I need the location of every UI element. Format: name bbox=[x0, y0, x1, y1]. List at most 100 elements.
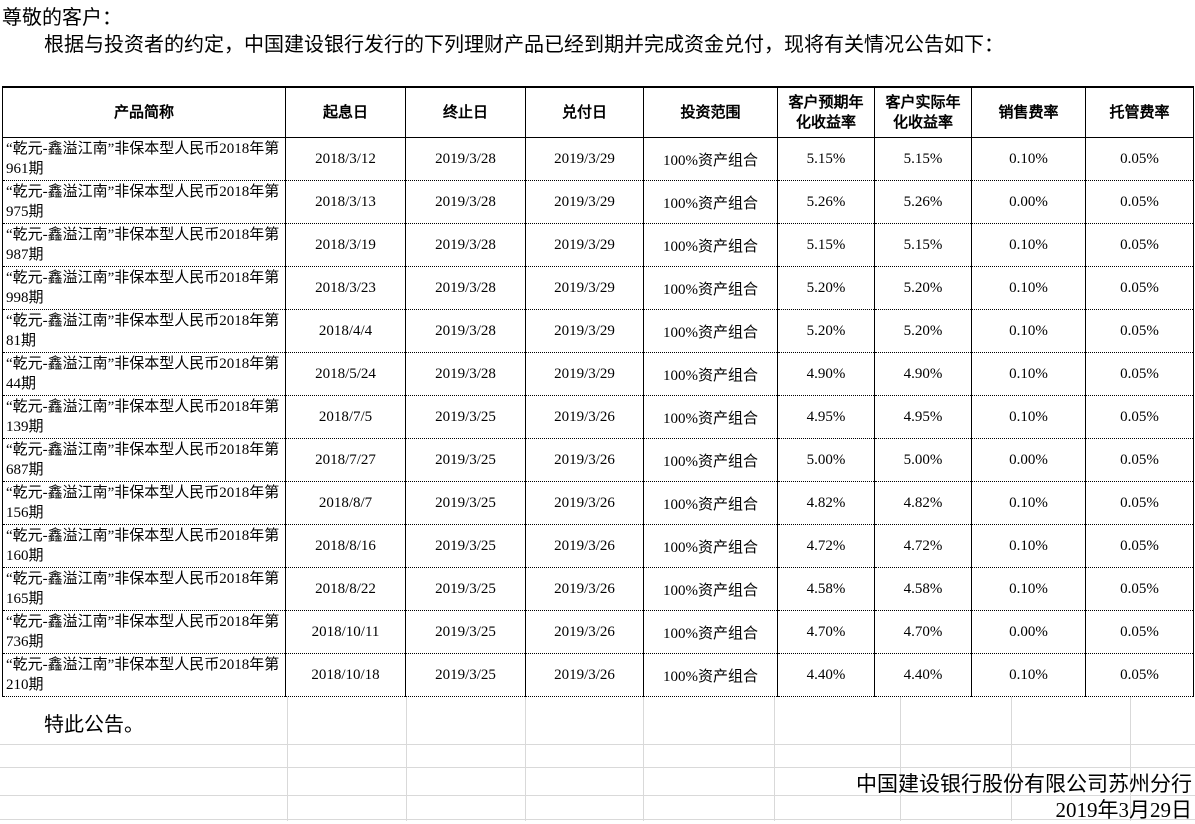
value-cell: 100%资产组合 bbox=[643, 653, 778, 697]
value-cell: 2019/3/26 bbox=[525, 567, 644, 611]
value-cell: 2019/3/28 bbox=[405, 180, 526, 224]
table-row: “乾元-鑫溢江南”非保本型人民币2018年第160期 2018/8/16 2019/… bbox=[2, 524, 1194, 568]
product-name-cell: “乾元-鑫溢江南”非保本型人民币2018年第998期 bbox=[2, 266, 286, 310]
value-cell: 0.10% bbox=[971, 653, 1086, 697]
value-cell: 2019/3/26 bbox=[525, 524, 644, 568]
value-cell: 4.95% bbox=[777, 395, 875, 439]
value-cell: 100%资产组合 bbox=[643, 309, 778, 353]
gridline-vertical bbox=[525, 697, 526, 821]
value-cell: 2019/3/26 bbox=[525, 481, 644, 525]
value-cell: 100%资产组合 bbox=[643, 610, 778, 654]
value-cell: 5.00% bbox=[777, 438, 875, 482]
product-name-cell: “乾元-鑫溢江南”非保本型人民币2018年第987期 bbox=[2, 223, 286, 267]
value-cell: 0.05% bbox=[1085, 309, 1194, 353]
value-cell: 4.40% bbox=[777, 653, 875, 697]
value-cell: 2018/5/24 bbox=[285, 352, 406, 396]
gridline-horizontal bbox=[0, 767, 1195, 768]
value-cell: 2019/3/25 bbox=[405, 395, 526, 439]
value-cell: 2018/8/7 bbox=[285, 481, 406, 525]
value-cell: 4.72% bbox=[777, 524, 875, 568]
value-cell: 2018/3/12 bbox=[285, 137, 406, 181]
value-cell: 2019/3/26 bbox=[525, 438, 644, 482]
closing-note: 特此公告。 bbox=[44, 714, 144, 736]
value-cell: 2019/3/25 bbox=[405, 653, 526, 697]
intro-paragraph: 尊敬的客户： 根据与投资者的约定，中国建设银行发行的下列理财产品已经到期并完成资… bbox=[0, 0, 1195, 59]
intro-sentence: 根据与投资者的约定，中国建设银行发行的下列理财产品已经到期并完成资金兑付，现将有… bbox=[44, 34, 1004, 56]
value-cell: 2018/8/16 bbox=[285, 524, 406, 568]
value-cell: 2019/3/25 bbox=[405, 610, 526, 654]
value-cell: 100%资产组合 bbox=[643, 180, 778, 224]
value-cell: 100%资产组合 bbox=[643, 481, 778, 525]
value-cell: 5.20% bbox=[874, 309, 972, 353]
column-header-4: 投资范围 bbox=[643, 86, 778, 138]
table-row: “乾元-鑫溢江南”非保本型人民币2018年第81期 2018/4/4 2019/3/… bbox=[2, 309, 1194, 353]
product-name-cell: “乾元-鑫溢江南”非保本型人民币2018年第975期 bbox=[2, 180, 286, 224]
value-cell: 2019/3/29 bbox=[525, 266, 644, 310]
column-header-1: 起息日 bbox=[285, 86, 406, 138]
value-cell: 2019/3/25 bbox=[405, 438, 526, 482]
value-cell: 0.10% bbox=[971, 524, 1086, 568]
value-cell: 2019/3/28 bbox=[405, 352, 526, 396]
gridline-vertical bbox=[643, 697, 644, 821]
value-cell: 4.58% bbox=[874, 567, 972, 611]
product-name-cell: “乾元-鑫溢江南”非保本型人民币2018年第160期 bbox=[2, 524, 286, 568]
value-cell: 4.58% bbox=[777, 567, 875, 611]
value-cell: 2019/3/29 bbox=[525, 223, 644, 267]
value-cell: 2018/7/27 bbox=[285, 438, 406, 482]
value-cell: 100%资产组合 bbox=[643, 438, 778, 482]
table-row: “乾元-鑫溢江南”非保本型人民币2018年第736期 2018/10/11 2019… bbox=[2, 610, 1194, 654]
product-name-cell: “乾元-鑫溢江南”非保本型人民币2018年第210期 bbox=[2, 653, 286, 697]
value-cell: 5.15% bbox=[874, 137, 972, 181]
table-row: “乾元-鑫溢江南”非保本型人民币2018年第44期 2018/5/24 2019/3… bbox=[2, 352, 1194, 396]
column-header-0: 产品简称 bbox=[2, 86, 286, 138]
product-name-cell: “乾元-鑫溢江南”非保本型人民币2018年第81期 bbox=[2, 309, 286, 353]
product-name-cell: “乾元-鑫溢江南”非保本型人民币2018年第687期 bbox=[2, 438, 286, 482]
gridline-horizontal bbox=[0, 744, 1195, 745]
value-cell: 2019/3/25 bbox=[405, 481, 526, 525]
value-cell: 0.00% bbox=[971, 180, 1086, 224]
value-cell: 2018/10/11 bbox=[285, 610, 406, 654]
value-cell: 5.26% bbox=[777, 180, 875, 224]
value-cell: 2018/10/18 bbox=[285, 653, 406, 697]
table-row: “乾元-鑫溢江南”非保本型人民币2018年第156期 2018/8/7 2019/3… bbox=[2, 481, 1194, 525]
value-cell: 2019/3/29 bbox=[525, 309, 644, 353]
value-cell: 0.10% bbox=[971, 352, 1086, 396]
value-cell: 0.05% bbox=[1085, 524, 1194, 568]
value-cell: 4.70% bbox=[874, 610, 972, 654]
salutation: 尊敬的客户： bbox=[2, 7, 122, 29]
value-cell: 0.05% bbox=[1085, 481, 1194, 525]
value-cell: 0.05% bbox=[1085, 610, 1194, 654]
value-cell: 0.05% bbox=[1085, 653, 1194, 697]
table-header-row: 产品简称 起息日 终止日 兑付日 投资范围 客户预期年 化收益率 客户实际年 化收益率 销售费… bbox=[2, 86, 1194, 138]
value-cell: 2019/3/29 bbox=[525, 352, 644, 396]
product-name-cell: “乾元-鑫溢江南”非保本型人民币2018年第736期 bbox=[2, 610, 286, 654]
gridline-vertical bbox=[900, 697, 901, 821]
value-cell: 5.26% bbox=[874, 180, 972, 224]
column-header-8: 托管费率 bbox=[1085, 86, 1194, 138]
gridline-vertical bbox=[1011, 697, 1012, 821]
column-header-6: 客户实际年 化收益率 bbox=[874, 86, 972, 138]
value-cell: 2019/3/26 bbox=[525, 653, 644, 697]
value-cell: 2019/3/25 bbox=[405, 524, 526, 568]
products-table: 产品简称 起息日 终止日 兑付日 投资范围 客户预期年 化收益率 客户实际年 化收益率 销售费… bbox=[2, 86, 1194, 697]
announcement-date: 2019年3月29日 bbox=[1055, 798, 1193, 822]
gridline-vertical bbox=[1130, 697, 1131, 821]
value-cell: 0.00% bbox=[971, 438, 1086, 482]
value-cell: 0.05% bbox=[1085, 180, 1194, 224]
value-cell: 4.95% bbox=[874, 395, 972, 439]
value-cell: 100%资产组合 bbox=[643, 352, 778, 396]
value-cell: 2018/3/19 bbox=[285, 223, 406, 267]
value-cell: 100%资产组合 bbox=[643, 137, 778, 181]
product-name-cell: “乾元-鑫溢江南”非保本型人民币2018年第961期 bbox=[2, 137, 286, 181]
value-cell: 0.05% bbox=[1085, 567, 1194, 611]
value-cell: 4.82% bbox=[777, 481, 875, 525]
value-cell: 2019/3/29 bbox=[525, 137, 644, 181]
value-cell: 4.82% bbox=[874, 481, 972, 525]
value-cell: 2019/3/28 bbox=[405, 137, 526, 181]
table-row: “乾元-鑫溢江南”非保本型人民币2018年第139期 2018/7/5 2019/3… bbox=[2, 395, 1194, 439]
value-cell: 2018/7/5 bbox=[285, 395, 406, 439]
value-cell: 0.10% bbox=[971, 309, 1086, 353]
gridline-horizontal bbox=[0, 819, 1195, 820]
value-cell: 4.40% bbox=[874, 653, 972, 697]
value-cell: 2019/3/28 bbox=[405, 223, 526, 267]
